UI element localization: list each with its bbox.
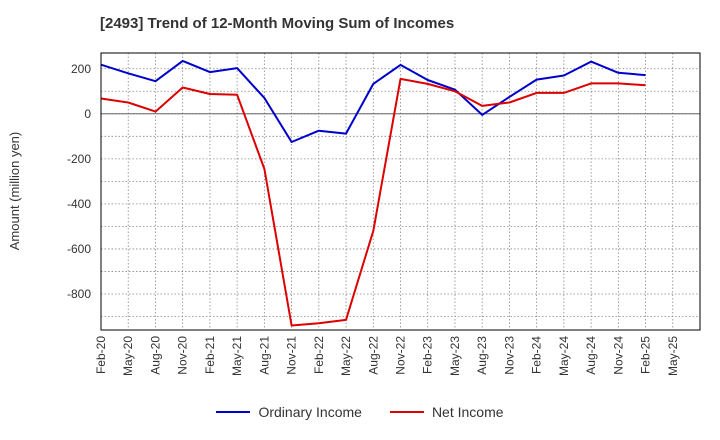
plot-frame: [100, 52, 701, 331]
x-tick-label: May-25: [666, 336, 680, 376]
x-tick-label: Aug-23: [475, 336, 489, 375]
y-tick-label: 0: [84, 107, 91, 121]
series-line-ordinary-income: [100, 59, 646, 143]
chart-title: [2493] Trend of 12-Month Moving Sum of I…: [100, 15, 455, 32]
legend-label-ordinary-income: Ordinary Income: [258, 404, 362, 420]
legend-item-net-income: Net Income: [389, 404, 504, 420]
y-tick-label: -400: [67, 197, 91, 211]
x-tick-label: Feb-25: [639, 336, 653, 374]
legend-item-ordinary-income: Ordinary Income: [216, 404, 362, 420]
x-tick-label: Nov-21: [285, 336, 299, 375]
grid-lines: [101, 53, 700, 330]
y-tick-label: -800: [67, 287, 91, 301]
x-tick-label: Feb-22: [312, 336, 326, 374]
x-tick-label: Nov-23: [502, 336, 516, 375]
x-tick-label: Feb-23: [421, 336, 435, 374]
x-tick-label: Aug-22: [366, 336, 380, 375]
x-tick-label: May-23: [448, 336, 462, 376]
x-tick-label: Feb-21: [203, 336, 217, 374]
y-axis-label: Amount (million yen): [7, 132, 22, 251]
y-tick-label: 200: [71, 62, 91, 76]
x-tick-label: Aug-24: [584, 336, 598, 375]
x-tick-label: Aug-20: [148, 336, 162, 375]
x-tick-label: May-21: [230, 336, 244, 376]
x-tick-label: Aug-21: [257, 336, 271, 375]
legend-label-net-income: Net Income: [431, 404, 504, 420]
legend-swatch-ordinary-income: [216, 411, 251, 413]
x-tick-label: May-24: [557, 336, 571, 376]
y-tick-label: -600: [67, 242, 91, 256]
x-tick-label: May-20: [121, 336, 135, 376]
legend: Ordinary Income Net Income: [0, 404, 720, 420]
x-tick-label: Nov-24: [611, 336, 625, 375]
y-tick-label: -200: [67, 152, 91, 166]
series-lines: [100, 59, 646, 327]
x-tick-label: Nov-22: [394, 336, 408, 375]
x-axis-ticks: Feb-20 May-20 Aug-20 Nov-20 Feb-21 May-21 Aug-…: [94, 336, 680, 376]
x-tick-label: Nov-20: [176, 336, 190, 375]
x-tick-label: May-22: [339, 336, 353, 376]
legend-swatch-net-income: [389, 411, 424, 413]
y-axis-ticks: 200 0 -200 -400 -600 -800: [67, 62, 91, 301]
x-tick-label: Feb-20: [94, 336, 108, 374]
x-tick-label: Feb-24: [530, 336, 544, 374]
series-line-net-income: [100, 77, 646, 327]
